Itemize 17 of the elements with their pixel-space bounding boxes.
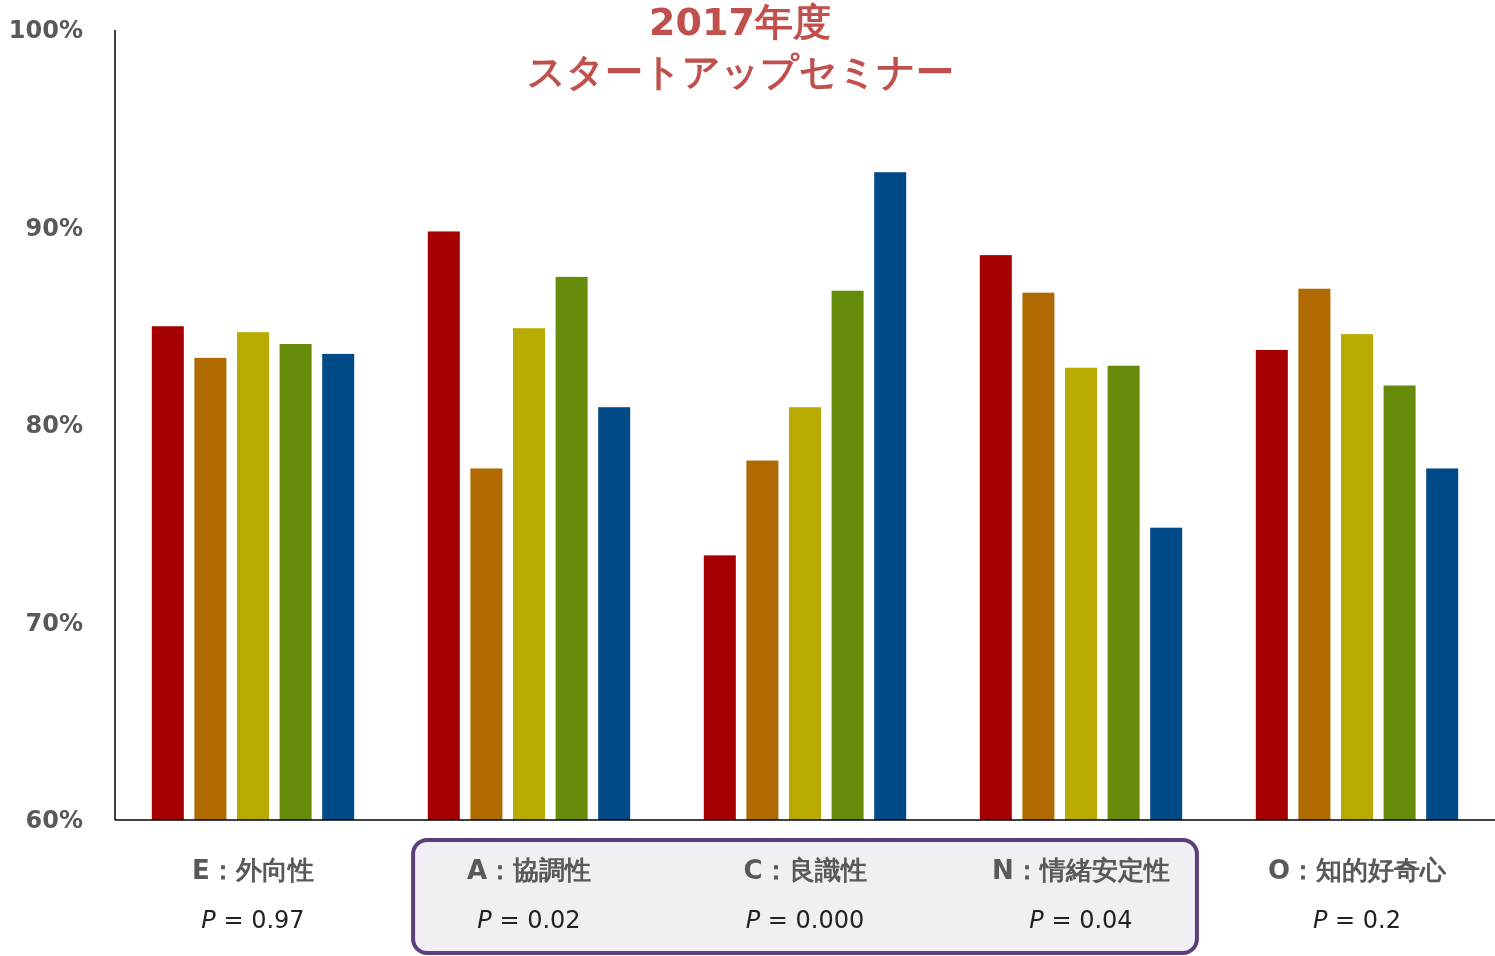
- text: P = 0.02: [477, 906, 581, 934]
- x-tick-label: O：知的好奇心: [1267, 855, 1448, 885]
- y-tick-label: 80%: [25, 411, 83, 439]
- text: スタートアップセミナー: [526, 50, 954, 94]
- y-tick-label: 70%: [25, 608, 83, 637]
- x-tick-label: N：情緒安定性: [992, 855, 1170, 885]
- y-tick-label: 100%: [8, 16, 83, 44]
- x-tick-label: A：協調性: [466, 855, 592, 885]
- x-tick-label: E：外向性: [192, 855, 314, 885]
- text: P = 0.000: [745, 906, 865, 934]
- chart-title: 2017年度: [649, 0, 831, 44]
- text: P = 0.97: [201, 906, 305, 934]
- x-tick-label: C：良識性: [743, 855, 867, 885]
- text: P = 0.2: [1312, 906, 1402, 934]
- text: P = 0.04: [1029, 906, 1133, 934]
- y-tick-label: 60%: [25, 806, 83, 834]
- y-tick-label: 90%: [25, 213, 83, 242]
